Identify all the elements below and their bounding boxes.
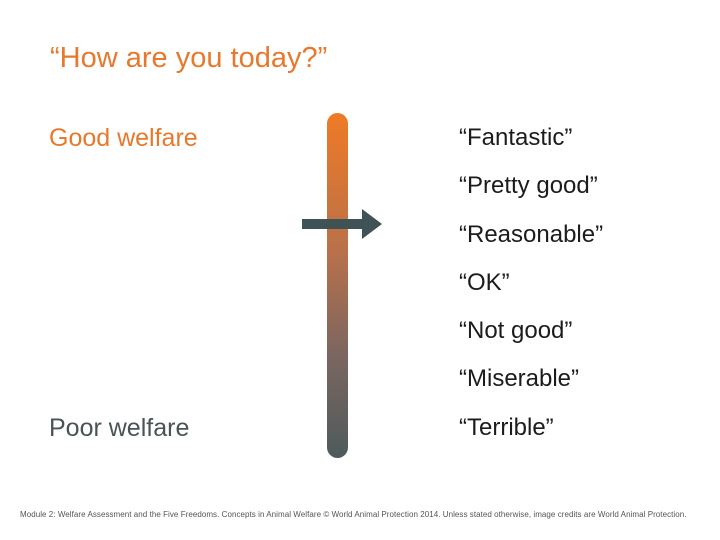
footer-credits: Module 2: Welfare Assessment and the Fiv… [20, 510, 687, 519]
rating-item-fantastic: “Fantastic” [459, 124, 573, 151]
right-arrow-icon [302, 209, 382, 239]
welfare-scale-bar [327, 113, 348, 458]
rating-item-pretty-good: “Pretty good” [459, 172, 598, 200]
rating-item-ok: “OK” [459, 268, 510, 296]
rating-item-not-good: “Not good” [459, 317, 573, 345]
rating-item-reasonable: “Reasonable” [459, 220, 604, 248]
slide-title: “How are you today?” [50, 42, 328, 74]
good-welfare-label: Good welfare [49, 124, 198, 152]
rating-list: “Fantastic” “Pretty good” “Reasonable” “… [459, 124, 603, 462]
poor-welfare-label: Poor welfare [49, 414, 190, 442]
rating-item-miserable: “Miserable” [459, 365, 580, 393]
rating-item-terrible: “Terrible” [459, 413, 554, 441]
